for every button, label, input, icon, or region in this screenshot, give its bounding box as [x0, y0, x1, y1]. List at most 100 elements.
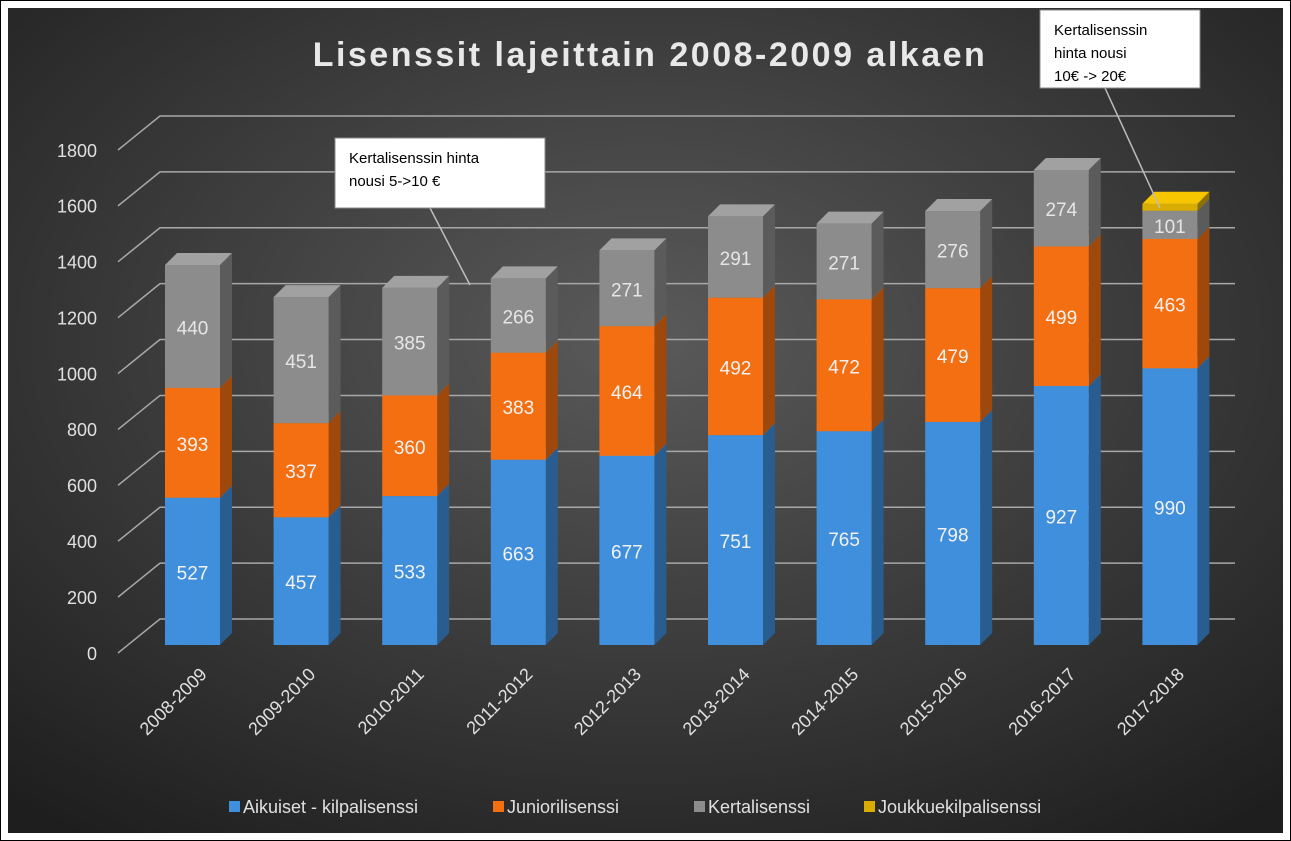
bar-front [1033, 385, 1089, 645]
bar-side [763, 204, 775, 298]
y-tick-label: 600 [67, 476, 97, 496]
bar-segment [1142, 226, 1210, 369]
bar-front [816, 299, 872, 432]
bar-front [816, 223, 872, 300]
bar-side [763, 423, 775, 645]
annotation-box [334, 137, 546, 209]
annotation-text: Kertalisenssin hinta [349, 150, 480, 167]
bar-side [220, 252, 232, 388]
data-label: 990 [1154, 499, 1186, 520]
bar-side [1197, 356, 1210, 645]
data-label: 472 [828, 357, 860, 378]
legend-label: Joukkuekilpalisenssi [878, 797, 1041, 817]
y-tick-label: 1800 [57, 141, 97, 161]
data-label: 337 [285, 462, 317, 483]
bar-side [220, 485, 232, 645]
y-tick-label: 1400 [57, 253, 97, 273]
bar-top [165, 252, 232, 265]
annotation-text: nousi 5->10 € [349, 173, 441, 190]
bar-side [871, 211, 884, 300]
bar-front [925, 288, 981, 423]
bar-front [925, 211, 981, 289]
bar-segment [165, 252, 232, 388]
bar-top [1142, 191, 1210, 204]
annotation-text: Kertalisenssin [1054, 22, 1147, 39]
bar-front [382, 287, 438, 396]
bar-front [1033, 169, 1089, 247]
bar-side [1088, 157, 1101, 247]
bar-segment [925, 276, 993, 423]
bar-front [1142, 368, 1198, 645]
bar-front [1033, 246, 1089, 386]
data-label: 271 [611, 280, 643, 301]
data-label: 463 [1154, 296, 1186, 317]
bar-segment [708, 204, 775, 298]
bar-side [328, 285, 341, 424]
bar-segment [708, 285, 775, 436]
legend-marker [694, 801, 705, 812]
data-label: 677 [611, 542, 643, 563]
bar-side [871, 419, 884, 645]
bar-top [708, 204, 775, 217]
bar-top [273, 285, 341, 298]
data-label: 527 [177, 563, 209, 584]
legend-marker [493, 801, 504, 812]
data-label: 751 [720, 532, 752, 553]
annotation-box [1039, 9, 1201, 89]
data-label: 271 [828, 253, 860, 274]
chart-title: Lisenssit lajeittain 2008-2009 alkaen [313, 36, 988, 74]
data-label: 360 [394, 438, 426, 459]
bar-side [220, 375, 232, 498]
data-label: 440 [177, 318, 209, 339]
data-label: 765 [828, 530, 860, 551]
legend-label: Kertalisenssi [708, 797, 810, 817]
y-tick-label: 0 [87, 644, 97, 664]
bar-side [980, 276, 993, 423]
bar-side [437, 275, 450, 396]
data-label: 457 [285, 573, 317, 594]
bar-side [437, 484, 450, 645]
bar-segment [1033, 234, 1101, 386]
bar-front [599, 250, 655, 327]
y-tick-label: 200 [67, 588, 97, 608]
data-label: 451 [285, 352, 317, 373]
bar-top [1033, 157, 1101, 170]
data-label: 101 [1154, 217, 1186, 238]
legend-label: Juniorilisenssi [507, 797, 619, 817]
bar-front [708, 297, 763, 436]
data-label: 393 [177, 435, 209, 456]
bar-top [599, 238, 667, 251]
bar-front [490, 278, 546, 353]
bar-side [763, 285, 775, 436]
bar-front [382, 395, 438, 497]
bar-segment [490, 340, 558, 460]
legend-label: Aikuiset - kilpalisenssi [243, 797, 418, 817]
y-tick-label: 800 [67, 420, 97, 440]
bar-side [328, 505, 341, 645]
data-label: 492 [720, 358, 752, 379]
bar-side [871, 287, 884, 432]
bar-front [708, 216, 763, 298]
annotation-text: 10€ -> 20€ [1054, 68, 1127, 85]
y-tick-label: 1000 [57, 364, 97, 384]
bar-front [165, 264, 220, 388]
bar-segment [1033, 157, 1101, 247]
data-label: 385 [394, 334, 426, 355]
bar-front [165, 387, 220, 498]
bar-top [925, 199, 993, 212]
bar-front [925, 422, 981, 645]
annotation-leader [1104, 87, 1161, 209]
bar-front [273, 517, 329, 645]
bar-side [980, 410, 993, 645]
annotation-leader [429, 207, 471, 286]
data-label: 499 [1045, 308, 1077, 329]
grid-line [117, 171, 1235, 207]
data-label: 479 [937, 347, 969, 368]
bar-segment [165, 485, 232, 645]
bar-segment [490, 266, 558, 353]
bar-front [165, 497, 220, 645]
bar-top [816, 211, 884, 224]
bar-side [654, 314, 667, 456]
bar-side [654, 238, 667, 327]
bar-front [816, 431, 872, 645]
